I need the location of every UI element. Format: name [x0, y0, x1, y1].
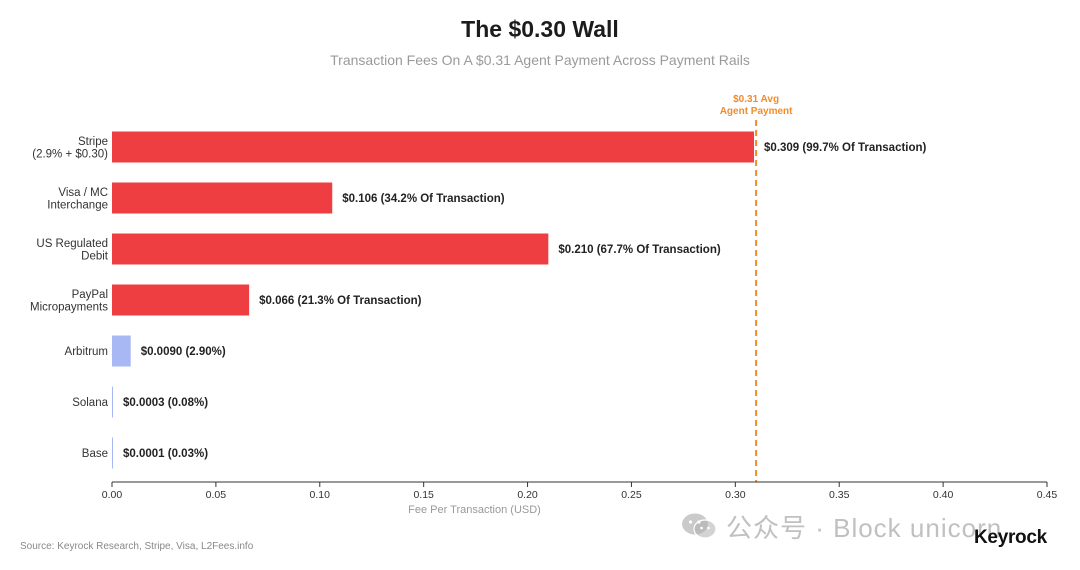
x-tick-label: 0.30	[725, 489, 746, 501]
bar-1	[112, 182, 333, 214]
watermark-text: 公众号 · Block unicorn	[726, 512, 1003, 543]
category-label: Arbitrum	[65, 346, 108, 358]
category-label: Interchange	[47, 199, 108, 211]
data-label: $0.0001 (0.03%)	[123, 448, 208, 460]
category-label: Stripe	[78, 136, 108, 148]
category-label: Base	[82, 448, 108, 460]
data-label: $0.0090 (2.90%)	[141, 346, 226, 358]
category-label: (2.9% + $0.30)	[32, 148, 108, 160]
x-tick-label: 0.40	[933, 489, 954, 501]
x-tick-label: 0.20	[517, 489, 538, 501]
category-label: Micropayments	[30, 301, 108, 313]
data-label: $0.106 (34.2% Of Transaction)	[342, 193, 505, 205]
category-label: PayPal	[72, 289, 108, 301]
data-label: $0.0003 (0.08%)	[123, 397, 208, 409]
x-axis: 0.00 0.05 0.10 0.15 0.20 0.25 0.30 0.35 0.40 0.45…	[102, 481, 1058, 516]
bar-4	[112, 335, 131, 367]
x-tick-label: 0.05	[206, 489, 227, 501]
x-tick-label: 0.25	[621, 489, 642, 501]
category-label: Debit	[81, 250, 109, 262]
bar-0	[112, 131, 755, 163]
category-label: US Regulated	[36, 238, 108, 250]
bar-3	[112, 284, 250, 316]
reference-line-label: $0.31 Avg	[733, 94, 779, 105]
data-label: $0.066 (21.3% Of Transaction)	[259, 295, 422, 307]
chart-subtitle: Transaction Fees On A $0.31 Agent Paymen…	[330, 52, 750, 68]
bar-2	[112, 233, 549, 265]
x-axis-title: Fee Per Transaction (USD)	[408, 504, 541, 516]
x-tick-label: 0.00	[102, 489, 123, 501]
category-label: Visa / MC	[58, 187, 108, 199]
data-label: $0.210 (67.7% Of Transaction)	[558, 244, 721, 256]
brand-logo: Keyrock	[974, 527, 1047, 548]
bar-5	[112, 386, 113, 418]
reference-line-label: Agent Payment	[720, 106, 793, 117]
category-label: Solana	[72, 397, 108, 409]
x-tick-label: 0.15	[413, 489, 434, 501]
watermark: 公众号 · Block unicorn	[680, 509, 1060, 543]
x-tick-label: 0.10	[310, 489, 331, 501]
data-label: $0.309 (99.7% Of Transaction)	[764, 142, 927, 154]
chart-title: The $0.30 Wall	[461, 16, 619, 42]
x-tick-label: 0.45	[1037, 489, 1058, 501]
wechat-icon	[682, 513, 717, 539]
source-note: Source: Keyrock Research, Stripe, Visa, …	[20, 541, 254, 552]
bars-group: Stripe(2.9% + $0.30) $0.309 (99.7% Of Tra…	[30, 131, 927, 469]
bar-6	[112, 437, 113, 469]
x-tick-label: 0.35	[829, 489, 850, 501]
